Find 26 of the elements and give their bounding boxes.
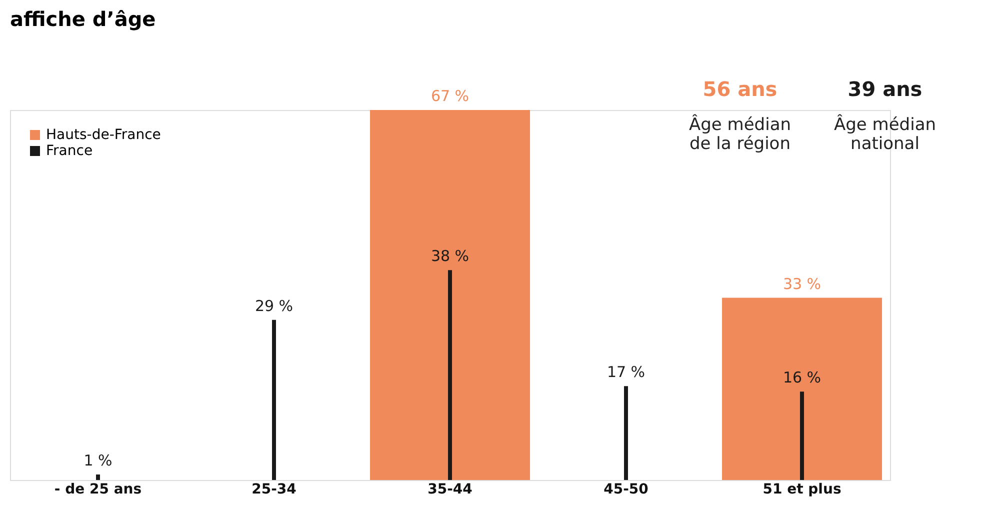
bar xyxy=(624,386,628,480)
x-tick-label: 35-44 xyxy=(428,482,473,498)
legend-label: France xyxy=(46,143,93,159)
chart-title: affiche d’âge xyxy=(10,7,156,31)
legend-label: Hauts-de-France xyxy=(46,127,161,143)
bar xyxy=(722,298,882,480)
data-label: 67 % xyxy=(430,87,470,105)
data-label: 29 % xyxy=(254,296,294,315)
text: 39 ans xyxy=(848,77,922,101)
x-tick-label: - de 25 ans xyxy=(54,482,142,498)
annotation: Âge médian national xyxy=(834,114,936,154)
data-label: 38 % xyxy=(430,247,470,266)
x-tick-label: 45-50 xyxy=(604,482,649,498)
data-label: 1 % xyxy=(84,451,112,470)
data-label: 16 % xyxy=(782,368,822,387)
annotation: Âge médian de la région xyxy=(688,114,792,154)
bar xyxy=(448,270,452,480)
data-label: 17 % xyxy=(606,363,646,382)
data-label: 33 % xyxy=(782,274,822,293)
x-tick-label: 51 et plus xyxy=(762,482,842,498)
bar xyxy=(800,392,804,480)
bar xyxy=(96,474,100,480)
text: 56 ans xyxy=(702,77,778,101)
bar xyxy=(272,320,276,480)
bar xyxy=(370,110,530,480)
x-tick-label: 25-34 xyxy=(252,482,297,498)
